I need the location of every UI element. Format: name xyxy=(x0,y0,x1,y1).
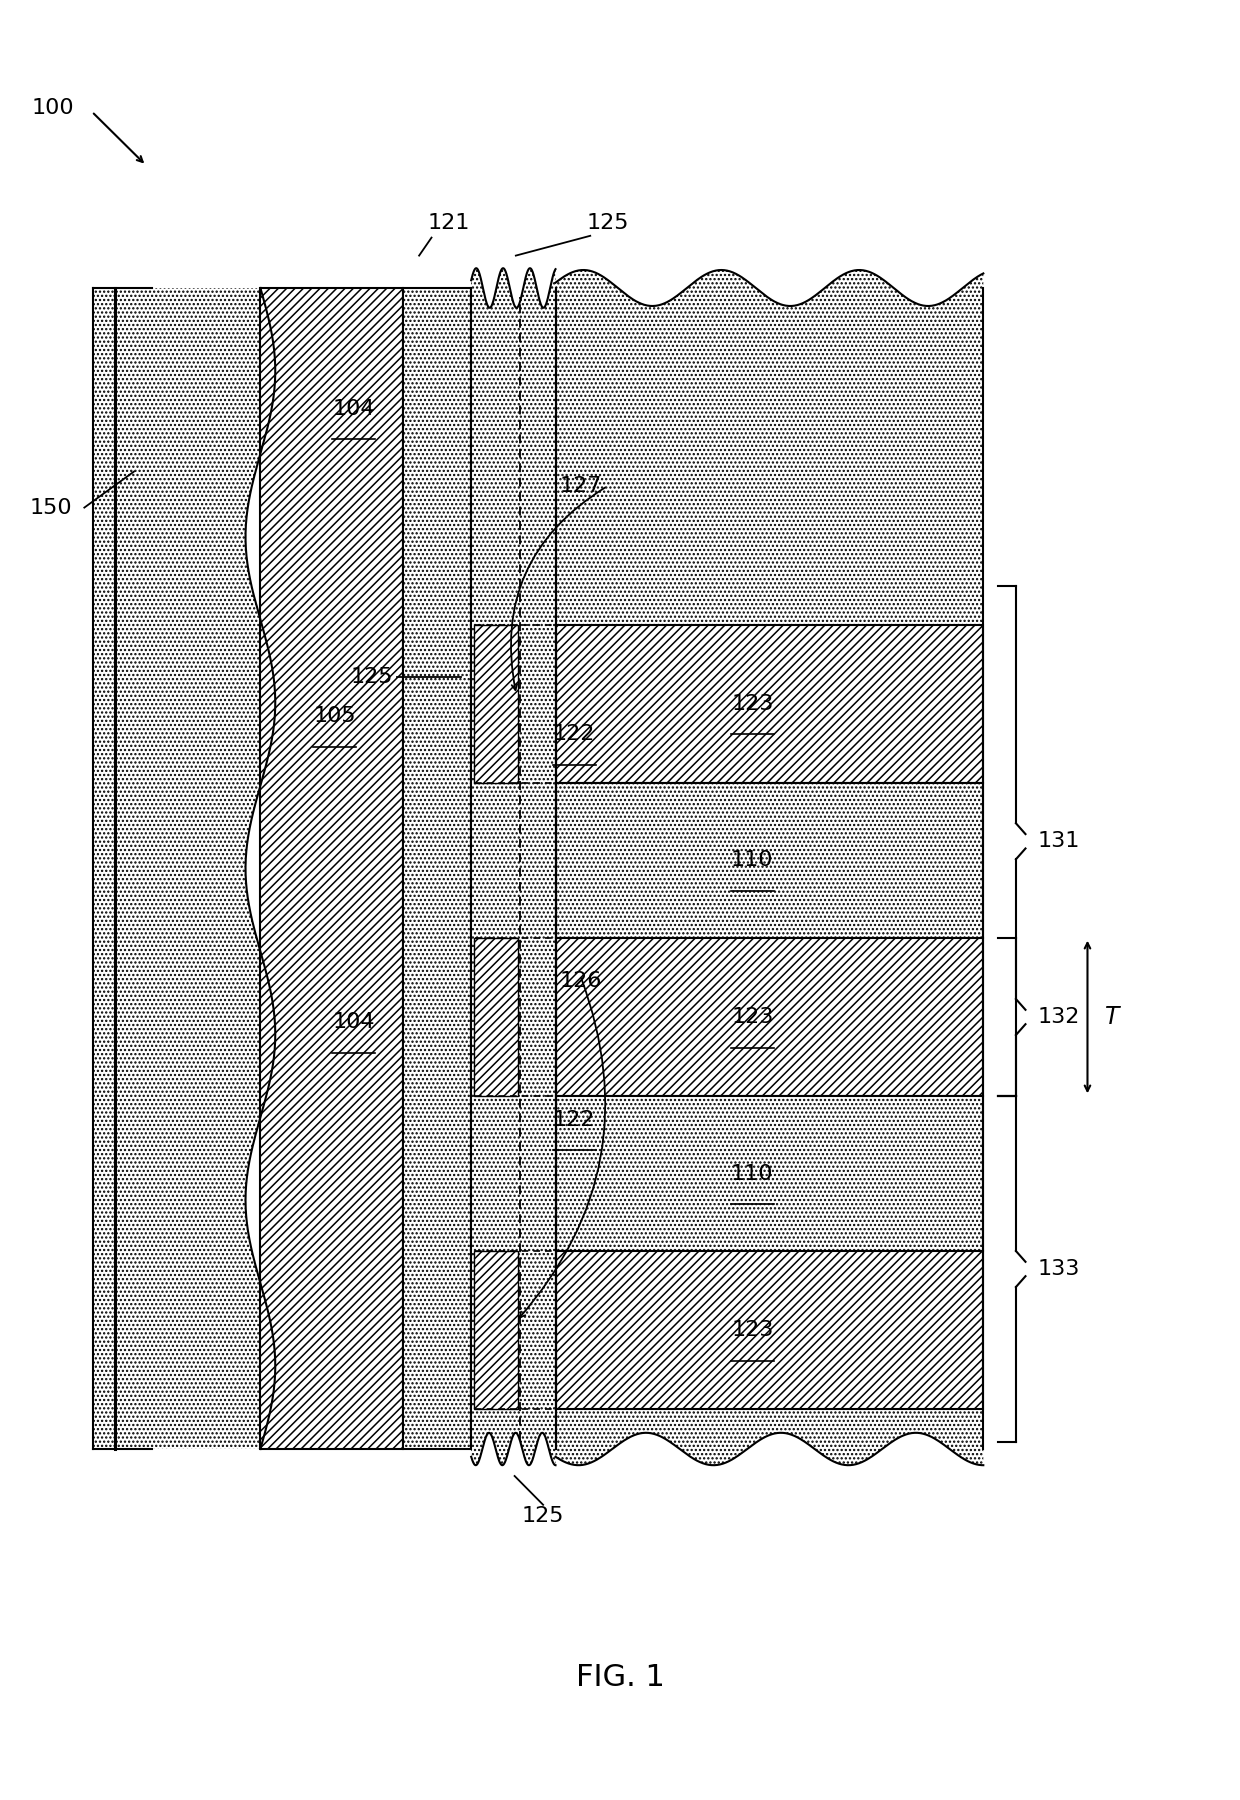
Text: 123: 123 xyxy=(732,693,774,715)
Text: 122: 122 xyxy=(553,1109,595,1130)
Bar xyxy=(260,288,403,1449)
Bar xyxy=(556,1096,983,1251)
Text: 125: 125 xyxy=(587,212,629,234)
Bar xyxy=(474,1251,517,1409)
Polygon shape xyxy=(471,268,556,1465)
Text: 104: 104 xyxy=(332,398,374,419)
Bar xyxy=(556,625,983,783)
Polygon shape xyxy=(556,1409,983,1465)
Text: 110: 110 xyxy=(732,1163,774,1184)
Text: 110: 110 xyxy=(732,850,774,871)
Bar xyxy=(474,938,517,1096)
Text: 132: 132 xyxy=(1038,1006,1080,1028)
Text: 131: 131 xyxy=(1038,832,1080,851)
Bar xyxy=(556,938,983,1096)
Text: 121: 121 xyxy=(428,212,470,234)
Text: 105: 105 xyxy=(314,706,356,727)
Text: FIG. 1: FIG. 1 xyxy=(575,1663,665,1692)
Text: 125: 125 xyxy=(351,666,393,688)
Text: 150: 150 xyxy=(30,497,72,518)
Text: 126: 126 xyxy=(559,970,601,992)
Text: 125: 125 xyxy=(522,1505,564,1526)
Bar xyxy=(556,1251,983,1409)
Text: 104: 104 xyxy=(332,1012,374,1033)
Text: 123: 123 xyxy=(732,1006,774,1028)
Bar xyxy=(556,783,983,938)
Polygon shape xyxy=(93,288,275,1449)
Text: 127: 127 xyxy=(559,475,601,497)
Text: 100: 100 xyxy=(32,97,74,119)
Text: 133: 133 xyxy=(1038,1258,1080,1280)
Bar xyxy=(403,288,471,1449)
Text: 123: 123 xyxy=(732,1319,774,1341)
Bar xyxy=(474,625,517,783)
Text: T: T xyxy=(1105,1004,1120,1030)
Text: 122: 122 xyxy=(553,724,595,745)
Polygon shape xyxy=(556,270,983,625)
